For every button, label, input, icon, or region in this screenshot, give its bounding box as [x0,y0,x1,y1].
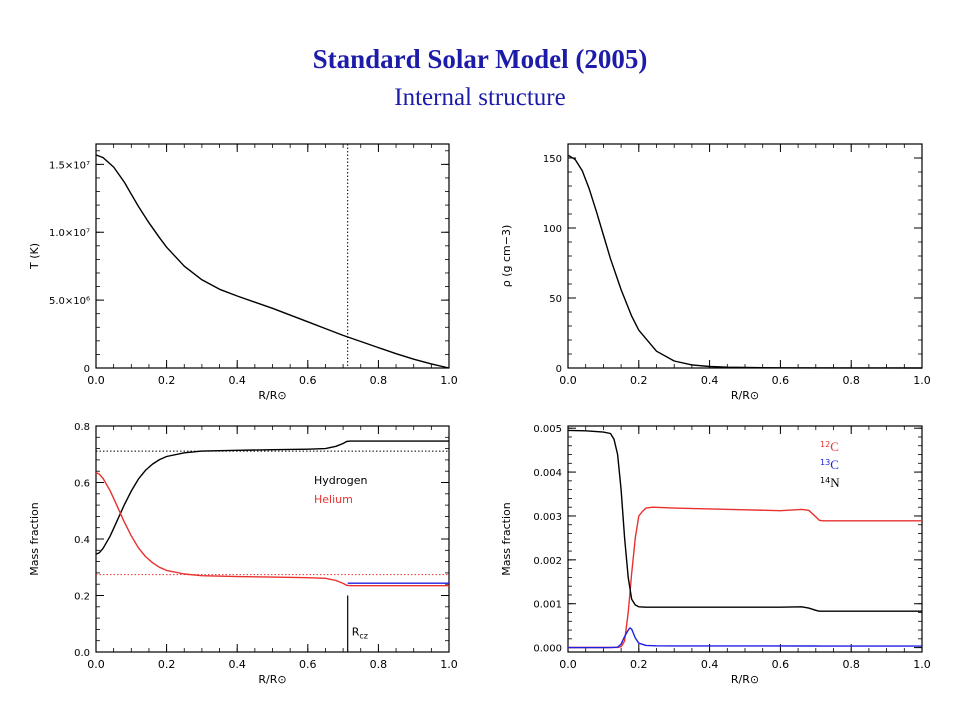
x-axis-label: R/R⊙ [731,389,759,402]
x-tick-label: 0.2 [630,374,648,387]
chart-3: 0.0 0.2 0.4 0.6 0.8 1.0 0.0 0.2 0.4 0.6 0.8 R/R⊙ Mas… [28,422,458,686]
plot-frame [567,143,923,369]
x-tick-label: 0.6 [772,658,790,671]
y-tick-label: 0.0 [74,648,90,659]
series-line-13c [568,627,922,649]
chart-2: 0.0 0.2 0.4 0.6 0.8 1.0 0 50 100 150 R/R⊙ ρ (g cm−3… [500,143,931,402]
chart-4: 0.0 0.2 0.4 0.6 0.8 1.0 0.000 0.001 0.002 0.003 0.… [500,424,931,686]
x-axis-label: R/R⊙ [731,673,759,686]
legend-entry: 14N [820,475,840,490]
x-tick-label: 0.8 [842,658,860,671]
x-tick-label: 0.8 [370,374,388,387]
x-tick-label: 0.2 [630,658,648,671]
x-tick-label: 0.2 [158,658,176,671]
plot-frame [567,425,923,653]
chart-1: 0.0 0.2 0.4 0.6 0.8 1.0 0 5.0×10⁶ 1.0×10⁷ 1.5×10⁷… [28,143,458,402]
legend-entry: Hydrogen [314,474,368,487]
y-axis-label: Mass fraction [28,502,41,575]
y-axis-label: ρ (g cm−3) [500,225,513,288]
x-tick-label: 0.4 [701,374,719,387]
x-tick-label: 0.6 [299,374,317,387]
x-tick-label: 0.6 [772,374,790,387]
page-title: Standard Solar Model (2005) [312,44,648,74]
x-tick-label: 0.0 [87,658,105,671]
y-tick-label: 100 [543,224,562,235]
x-axis-label: R/R⊙ [258,673,286,686]
y-tick-label: 0.6 [74,479,90,490]
x-tick-label: 0.8 [842,374,860,387]
x-tick-label: 0.6 [299,658,317,671]
y-tick-label: 1.5×10⁷ [49,160,90,171]
plot-frame [95,143,450,369]
series-line-14n [567,429,922,612]
x-tick-label: 0.4 [701,658,719,671]
y-axis-label: Mass fraction [500,502,513,575]
x-tick-label: 0.0 [559,374,577,387]
legend-entry: 13C [820,457,839,472]
y-axis-label: T (K) [28,243,41,270]
series-line-1 [567,154,923,369]
series-line-1 [95,154,450,369]
y-tick-label: 1.0×10⁷ [49,228,90,239]
x-tick-label: 0.2 [158,374,176,387]
y-tick-label: 0 [84,364,90,375]
y-tick-label: 50 [549,294,562,305]
y-tick-label: 0.000 [533,644,562,655]
series-line-hydrogen [95,440,449,555]
series-line-helium [95,471,449,587]
x-tick-label: 1.0 [913,374,931,387]
plot-frame [95,425,450,653]
page-subtitle: Internal structure [394,84,566,111]
y-tick-label: 0.003 [533,512,562,523]
x-tick-label: 0.4 [228,658,246,671]
y-tick-label: 0.2 [74,592,90,603]
legend-entry: 12C [820,439,839,454]
series-line-12c [568,506,922,649]
legend-entry: Helium [314,493,353,506]
y-tick-label: 150 [543,154,562,165]
y-tick-label: 5.0×10⁶ [49,296,90,307]
y-tick-label: 0.001 [533,600,562,611]
y-tick-label: 0.002 [533,556,562,567]
x-tick-label: 0.4 [228,374,246,387]
x-tick-label: 0.0 [87,374,105,387]
rcz-label: Rcz [352,626,368,641]
y-tick-label: 0.005 [533,424,562,435]
x-tick-label: 0.8 [370,658,388,671]
x-tick-label: 1.0 [440,374,458,387]
x-tick-label: 0.0 [559,658,577,671]
x-tick-label: 1.0 [440,658,458,671]
y-tick-label: 0.4 [74,535,90,546]
x-axis-label: R/R⊙ [258,389,286,402]
x-tick-label: 1.0 [913,658,931,671]
y-tick-label: 0.8 [74,422,90,433]
y-tick-label: 0 [556,364,562,375]
y-tick-label: 0.004 [533,468,562,479]
